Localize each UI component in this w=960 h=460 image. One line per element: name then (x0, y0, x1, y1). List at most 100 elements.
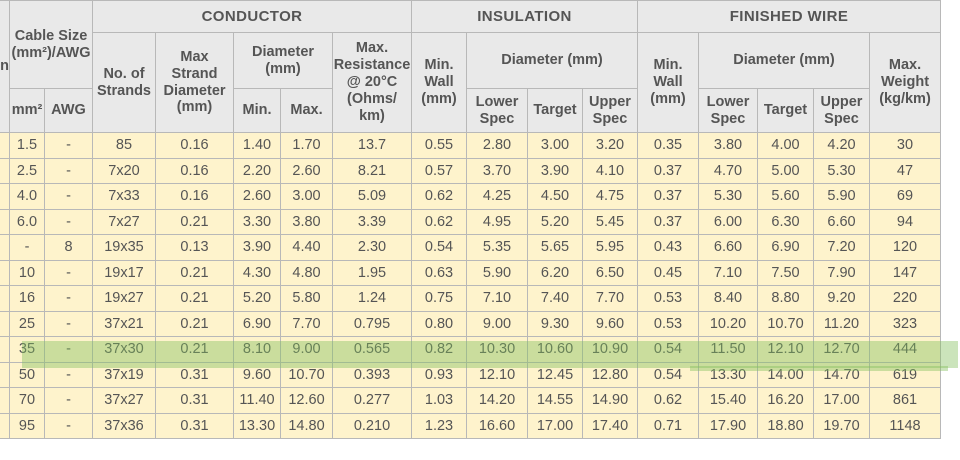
header-conductor-diameter-max: Max. (280, 88, 333, 133)
cell-insulation-lower-spec: 4.25 (466, 183, 528, 210)
cell-insulation-target: 5.65 (527, 234, 583, 261)
cell-max-resistance: 0.565 (332, 336, 412, 363)
header-insulation-upper-spec: Upper Spec (582, 88, 638, 133)
cell-conductor-diameter-max: 5.80 (280, 285, 333, 312)
cell-finished-lower-spec: 8.40 (698, 285, 758, 312)
cell-no-of-strands: 37x19 (92, 361, 156, 388)
cell-insulation-target: 4.50 (527, 183, 583, 210)
cell-insulation-upper-spec: 5.95 (582, 234, 638, 261)
cell-mm2: 25 (9, 310, 45, 337)
cell-insulation-lower-spec: 12.10 (466, 361, 528, 388)
cell-conductor-diameter-max: 14.80 (280, 412, 333, 439)
cell-insulation-upper-spec: 4.10 (582, 157, 638, 184)
header-conductor-diameter-min: Min. (233, 88, 281, 133)
cell-insulation-lower-spec: 10.30 (466, 336, 528, 363)
cell-finished-min-wall: 0.37 (637, 208, 699, 235)
cell-max-strand-diameter: 0.21 (155, 208, 234, 235)
cell-max-strand-diameter: 0.16 (155, 183, 234, 210)
table-row: 1.5-85 0.16 1.40 1.70 13.7 0.55 2.80 3.00 3.20 0.… (0, 132, 941, 159)
cell-max-weight: 120 (869, 234, 941, 261)
cell-insulation-upper-spec: 12.80 (582, 361, 638, 388)
cell-max-weight: 47 (869, 157, 941, 184)
cell-finished-target: 5.60 (757, 183, 814, 210)
cell-finished-target: 7.50 (757, 259, 814, 286)
header-no-of-strands: No. of Strands (92, 32, 156, 133)
cell-max-weight: 69 (869, 183, 941, 210)
cell-conductor-diameter-max: 7.70 (280, 310, 333, 337)
header-max-resistance: Max. Resistance @ 20°C (Ohms/ km) (332, 32, 412, 133)
cell-insulation-target: 14.55 (527, 387, 583, 414)
cell-mm2: 70 (9, 387, 45, 414)
cell-insulation-lower-spec: 7.10 (466, 285, 528, 312)
cell-awg: - (44, 259, 93, 286)
cell-awg: - (44, 336, 93, 363)
cable-spec-table: n Cable Size (mm²)/AWG CONDUCTOR INSULAT… (0, 0, 941, 439)
cell-awg: - (44, 361, 93, 388)
cell-insulation-target: 9.30 (527, 310, 583, 337)
cell-mm2: 2.5 (9, 157, 45, 184)
cell-insulation-lower-spec: 2.80 (466, 132, 528, 159)
cell-insulation-lower-spec: 5.90 (466, 259, 528, 286)
row-edge-cell (0, 412, 10, 439)
row-edge-cell (0, 259, 10, 286)
table-row: 70-37x27 0.31 11.40 12.60 0.277 1.03 14.20 14.5… (0, 387, 941, 414)
cell-finished-upper-spec: 19.70 (813, 412, 870, 439)
cell-conductor-diameter-max: 3.80 (280, 208, 333, 235)
cell-conductor-diameter-max: 4.80 (280, 259, 333, 286)
cell-insulation-upper-spec: 7.70 (582, 285, 638, 312)
cell-finished-target: 14.00 (757, 361, 814, 388)
cell-no-of-strands: 85 (92, 132, 156, 159)
cell-max-weight: 323 (869, 310, 941, 337)
table-row: 2.5-7x20 0.16 2.20 2.60 8.21 0.57 3.70 3.90 4.10… (0, 157, 941, 184)
cell-no-of-strands: 7x20 (92, 157, 156, 184)
cell-finished-target: 5.00 (757, 157, 814, 184)
cell-insulation-upper-spec: 14.90 (582, 387, 638, 414)
cell-finished-lower-spec: 6.60 (698, 234, 758, 261)
cell-finished-target: 12.10 (757, 336, 814, 363)
cell-max-strand-diameter: 0.31 (155, 361, 234, 388)
cell-insulation-min-wall: 0.55 (411, 132, 467, 159)
cell-finished-lower-spec: 3.80 (698, 132, 758, 159)
cell-max-strand-diameter: 0.16 (155, 132, 234, 159)
cell-finished-min-wall: 0.54 (637, 361, 699, 388)
cell-conductor-diameter-min: 11.40 (233, 387, 281, 414)
cell-finished-target: 6.90 (757, 234, 814, 261)
cell-max-strand-diameter: 0.31 (155, 412, 234, 439)
cell-mm2: 16 (9, 285, 45, 312)
cell-finished-min-wall: 0.43 (637, 234, 699, 261)
cell-conductor-diameter-min: 2.20 (233, 157, 281, 184)
cell-insulation-target: 6.20 (527, 259, 583, 286)
cell-finished-min-wall: 0.54 (637, 336, 699, 363)
cell-insulation-lower-spec: 4.95 (466, 208, 528, 235)
cell-awg: - (44, 132, 93, 159)
cell-insulation-min-wall: 0.62 (411, 208, 467, 235)
cell-insulation-min-wall: 0.82 (411, 336, 467, 363)
cell-mm2: 95 (9, 412, 45, 439)
header-max-strand-diameter: Max Strand Diameter (mm) (155, 32, 234, 133)
cell-finished-min-wall: 0.71 (637, 412, 699, 439)
cell-insulation-lower-spec: 3.70 (466, 157, 528, 184)
cell-max-resistance: 13.7 (332, 132, 412, 159)
table-row: 16-19x27 0.21 5.20 5.80 1.24 0.75 7.10 7.40 7.70… (0, 285, 941, 312)
cell-finished-target: 10.70 (757, 310, 814, 337)
cell-max-strand-diameter: 0.16 (155, 157, 234, 184)
cell-no-of-strands: 7x33 (92, 183, 156, 210)
header-finished-min-wall: Min. Wall (mm) (637, 32, 699, 133)
cell-conductor-diameter-max: 3.00 (280, 183, 333, 210)
cell-finished-lower-spec: 6.00 (698, 208, 758, 235)
row-edge-cell (0, 157, 10, 184)
cell-finished-lower-spec: 4.70 (698, 157, 758, 184)
cell-insulation-min-wall: 0.62 (411, 183, 467, 210)
header-insulation-min-wall: Min. Wall (mm) (411, 32, 467, 133)
cell-finished-target: 16.20 (757, 387, 814, 414)
cell-mm2: 35 (9, 336, 45, 363)
cell-conductor-diameter-min: 8.10 (233, 336, 281, 363)
cell-no-of-strands: 37x27 (92, 387, 156, 414)
cell-finished-min-wall: 0.62 (637, 387, 699, 414)
cell-finished-target: 6.30 (757, 208, 814, 235)
header-conductor: CONDUCTOR (92, 0, 412, 33)
cell-no-of-strands: 7x27 (92, 208, 156, 235)
table-row: 6.0-7x27 0.21 3.30 3.80 3.39 0.62 4.95 5.20 5.45… (0, 208, 941, 235)
cell-max-weight: 1148 (869, 412, 941, 439)
cell-finished-lower-spec: 13.30 (698, 361, 758, 388)
